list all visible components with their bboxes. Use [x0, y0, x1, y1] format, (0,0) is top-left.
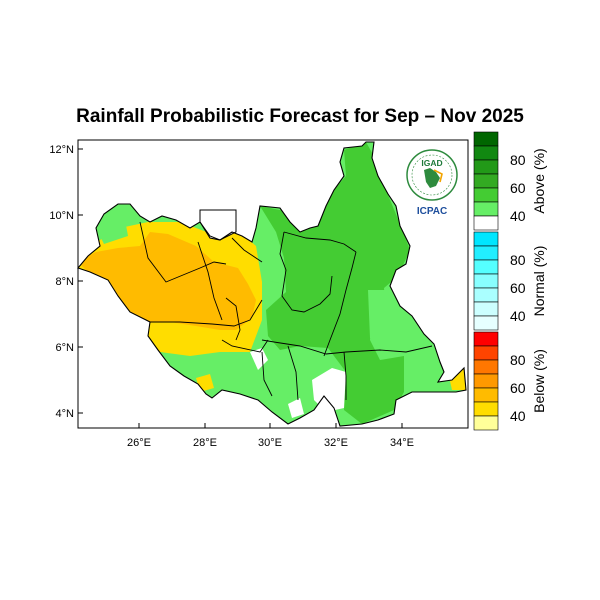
colorbar-swatch: [473, 259, 499, 275]
lon-tick-label: 26°E: [127, 437, 151, 449]
colorbar-tick-label: 40: [510, 408, 526, 424]
colorbar-swatch: [473, 401, 499, 417]
above-normal-mid-zone: [260, 142, 410, 424]
colorbar-swatch: [473, 245, 499, 261]
colorbar-swatch: [473, 173, 499, 189]
colorbar-tick-label: 80: [510, 152, 526, 168]
colorbar-tick-label: 80: [510, 252, 526, 268]
colorbar-swatch: [473, 287, 499, 303]
lon-tick-label: 30°E: [258, 437, 282, 449]
above-normal-light-patch: [96, 214, 128, 244]
below-normal-orange-zone: [78, 232, 256, 330]
colorbar-group-label: Normal (%): [531, 246, 547, 317]
colorbar-tick-label: 60: [510, 180, 526, 196]
colorbar-swatch: [473, 359, 499, 375]
colorbar-swatch: [473, 345, 499, 361]
colorbar-swatch: [473, 145, 499, 161]
colorbar: 80 60 40 Above (%) 80 60 40 Normal (%) 80 60 40 Bel…: [473, 131, 547, 431]
colorbar-group-label: Below (%): [531, 349, 547, 413]
colorbar-swatch: [473, 387, 499, 403]
colorbar-swatch: [473, 215, 499, 231]
colorbar-swatch: [473, 415, 499, 431]
logo-top-text: IGAD: [421, 158, 442, 168]
state-boundaries: [139, 221, 433, 401]
logo-accent-icon: [433, 169, 443, 183]
colorbar-tick-label: 60: [510, 280, 526, 296]
colorbar-swatch: [473, 373, 499, 389]
colorbar-swatch: [473, 231, 499, 247]
lat-tick-label: 12°N: [49, 144, 74, 156]
colorbar-swatch: [473, 187, 499, 203]
lon-tick-label: 34°E: [390, 437, 414, 449]
colorbar-swatch: [473, 159, 499, 175]
colorbar-swatch: [473, 273, 499, 289]
icpac-logo: IGAD ICPAC: [406, 149, 458, 217]
colorbar-tick-label: 40: [510, 208, 526, 224]
colorbar-swatch: [473, 301, 499, 317]
country-outline: [77, 141, 467, 427]
lon-tick-label: 32°E: [324, 437, 348, 449]
map-title: Rainfall Probabilistic Forecast for Sep …: [76, 106, 524, 127]
colorbar-swatch: [473, 201, 499, 217]
no-data-patch: [250, 348, 268, 370]
colorbar-group-label: Above (%): [531, 148, 547, 213]
logo-bottom-text: ICPAC: [417, 206, 447, 217]
lon-axis: 26°E 28°E 30°E 32°E 34°E: [127, 423, 414, 449]
colorbar-swatch: [473, 331, 499, 347]
lat-tick-label: 4°N: [56, 408, 75, 420]
colorbar-tick-label: 80: [510, 352, 526, 368]
colorbar-swatch: [473, 131, 499, 147]
colorbar-tick-label: 40: [510, 308, 526, 324]
africa-horn-icon: [424, 168, 440, 188]
lat-tick-label: 10°N: [49, 210, 74, 222]
logo-inner-ring: [411, 154, 453, 196]
colorbar-swatch: [473, 315, 499, 331]
lat-axis: 4°N 6°N 8°N 10°N 12°N: [49, 144, 83, 420]
lat-tick-label: 8°N: [56, 276, 75, 288]
no-data-patch: [288, 398, 304, 418]
lat-tick-label: 6°N: [56, 342, 75, 354]
colorbar-tick-label: 60: [510, 380, 526, 396]
lon-tick-label: 28°E: [193, 437, 217, 449]
